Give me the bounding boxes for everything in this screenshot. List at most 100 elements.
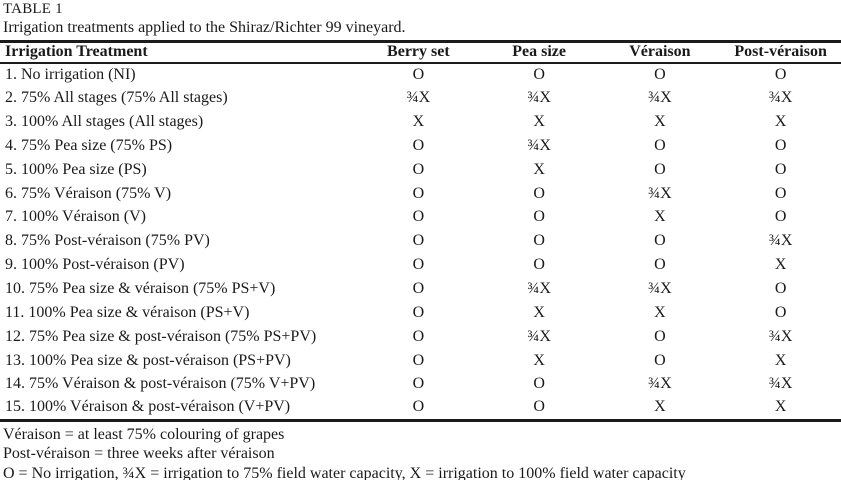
irrigation-level-cell: O: [533, 65, 545, 83]
irrigation-level-cell: X: [774, 351, 787, 369]
table-row: 2. 75% All stages (75% All stages) ¾X ¾X ¾X…: [0, 86, 841, 110]
irrigation-level-cell: X: [599, 396, 721, 422]
column-header-irrigation-treatment: Irrigation Treatment: [0, 40, 358, 64]
table-row: 6. 75% Véraison (75% V) O O ¾X O: [0, 182, 841, 206]
irrigation-level-cell: X: [533, 351, 545, 369]
irrigation-level-cell: O: [774, 65, 787, 83]
irrigation-level-cell: O: [412, 375, 425, 393]
treatment-cell: 4. 75% Pea size (75% PS): [5, 136, 173, 154]
irrigation-level-cell: O: [412, 256, 425, 274]
irrigation-level-cell: O: [654, 351, 666, 369]
irrigation-level-cell: O: [654, 65, 666, 83]
treatment-cell: 6. 75% Véraison (75% V): [5, 184, 172, 202]
footnote-symbol-legend: O = No irrigation, ¾X = irrigation to 75…: [3, 464, 686, 480]
table-row: 3. 100% All stages (All stages) X X X X: [0, 110, 841, 134]
irrigation-level-cell: O: [533, 184, 545, 202]
irrigation-level-cell: O: [412, 303, 425, 321]
treatment-cell: 5. 100% Pea size (PS): [5, 160, 147, 178]
column-header-post-veraison: Post-véraison: [720, 40, 841, 64]
treatment-cell: 9. 100% Post-véraison (PV): [5, 256, 185, 274]
irrigation-level-cell: ¾X: [648, 280, 672, 298]
table-row: 14. 75% Véraison & post-véraison (75% V+…: [0, 372, 841, 396]
column-header-veraison: Véraison: [599, 40, 721, 64]
irrigation-level-cell: X: [654, 113, 666, 131]
treatment-cell: 11. 100% Pea size & véraison (PS+V): [5, 303, 250, 321]
irrigation-level-cell: O: [412, 232, 425, 250]
table-header-row: Irrigation Treatment Berry set Pea size …: [0, 40, 841, 64]
irrigation-level-cell: O: [654, 232, 666, 250]
irrigation-level-cell: O: [774, 136, 787, 154]
irrigation-level-cell: ¾X: [527, 327, 551, 345]
treatment-cell: 1. No irrigation (NI): [5, 65, 136, 83]
treatment-cell: 13. 100% Pea size & post-véraison (PS+PV…: [5, 351, 291, 369]
irrigation-level-cell: ¾X: [527, 136, 551, 154]
irrigation-level-cell: ¾X: [648, 184, 672, 202]
table-row: 10. 75% Pea size & véraison (75% PS+V) O ¾…: [0, 277, 841, 301]
irrigation-level-cell: O: [654, 160, 666, 178]
treatment-cell: 8. 75% Post-véraison (75% PV): [5, 232, 210, 250]
table-row: 11. 100% Pea size & véraison (PS+V) O X X O: [0, 301, 841, 325]
treatment-cell: 14. 75% Véraison & post-véraison (75% V+…: [5, 375, 316, 393]
irrigation-level-cell: O: [533, 375, 545, 393]
irrigation-level-cell: O: [654, 256, 666, 274]
irrigation-level-cell: X: [654, 208, 666, 226]
irrigation-level-cell: ¾X: [768, 232, 793, 250]
table-row: 7. 100% Véraison (V) O O X O: [0, 206, 841, 230]
irrigation-level-cell: ¾X: [527, 280, 551, 298]
irrigation-level-cell: O: [412, 351, 425, 369]
column-header-pea-size: Pea size: [478, 40, 600, 64]
irrigation-level-cell: O: [774, 303, 787, 321]
table-row: 5. 100% Pea size (PS) O X O O: [0, 158, 841, 182]
table-footnotes: Véraison = at least 75% colouring of gra…: [0, 425, 841, 480]
irrigation-level-cell: O: [533, 208, 545, 226]
table-row: 8. 75% Post-véraison (75% PV) O O O ¾X: [0, 229, 841, 253]
table-row: 9. 100% Post-véraison (PV) O O O X: [0, 253, 841, 277]
table-row: 12. 75% Pea size & post-véraison (75% PS…: [0, 325, 841, 349]
irrigation-level-cell: O: [412, 184, 425, 202]
irrigation-level-cell: O: [774, 160, 787, 178]
irrigation-level-cell: ¾X: [768, 89, 793, 107]
irrigation-level-cell: X: [654, 303, 666, 321]
treatment-cell: 2. 75% All stages (75% All stages): [5, 89, 228, 107]
irrigation-level-cell: ¾X: [648, 89, 672, 107]
irrigation-level-cell: O: [533, 232, 545, 250]
table-body: 1. No irrigation (NI) O O O O 2. 75% All stag…: [0, 63, 841, 422]
irrigation-level-cell: O: [412, 280, 425, 298]
irrigation-level-cell: ¾X: [768, 327, 793, 345]
irrigation-level-cell: O: [412, 327, 425, 345]
irrigation-level-cell: X: [720, 396, 841, 422]
irrigation-level-cell: O: [533, 256, 545, 274]
table-label: TABLE 1: [3, 1, 63, 17]
table-row: 1. No irrigation (NI) O O O O: [0, 63, 841, 87]
table-row: 4. 75% Pea size (75% PS) O ¾X O O: [0, 134, 841, 158]
irrigation-level-cell: X: [533, 303, 545, 321]
footnote-post-veraison-definition: Post-véraison = three weeks after vérais…: [3, 445, 275, 463]
table-row: 13. 100% Pea size & post-véraison (PS+PV…: [0, 349, 841, 373]
treatment-cell: 10. 75% Pea size & véraison (75% PS+V): [5, 280, 276, 298]
irrigation-treatments-table: Irrigation Treatment Berry set Pea size …: [0, 40, 841, 422]
treatment-cell: 7. 100% Véraison (V): [5, 208, 147, 226]
irrigation-level-cell: O: [774, 280, 787, 298]
irrigation-level-cell: X: [533, 160, 545, 178]
irrigation-level-cell: O: [358, 396, 479, 422]
footnote-veraison-definition: Véraison = at least 75% colouring of gra…: [3, 425, 285, 443]
treatment-cell: 3. 100% All stages (All stages): [5, 113, 204, 131]
irrigation-level-cell: X: [774, 113, 787, 131]
table-row: 15. 100% Véraison & post-véraison (V+PV)…: [0, 396, 841, 422]
irrigation-level-cell: O: [412, 208, 425, 226]
irrigation-level-cell: ¾X: [527, 89, 551, 107]
irrigation-level-cell: O: [774, 208, 787, 226]
column-header-berry-set: Berry set: [358, 40, 479, 64]
irrigation-level-cell: ¾X: [648, 375, 672, 393]
irrigation-level-cell: ¾X: [768, 375, 793, 393]
irrigation-level-cell: O: [654, 327, 666, 345]
treatment-cell: 12. 75% Pea size & post-véraison (75% PS…: [5, 327, 317, 345]
table-caption: Irrigation treatments applied to the Shi…: [3, 19, 406, 36]
irrigation-level-cell: O: [412, 136, 425, 154]
irrigation-level-cell: O: [774, 184, 787, 202]
treatment-cell: 15. 100% Véraison & post-véraison (V+PV): [0, 396, 358, 422]
irrigation-level-cell: O: [412, 65, 425, 83]
irrigation-level-cell: O: [654, 136, 666, 154]
irrigation-level-cell: X: [412, 113, 425, 131]
